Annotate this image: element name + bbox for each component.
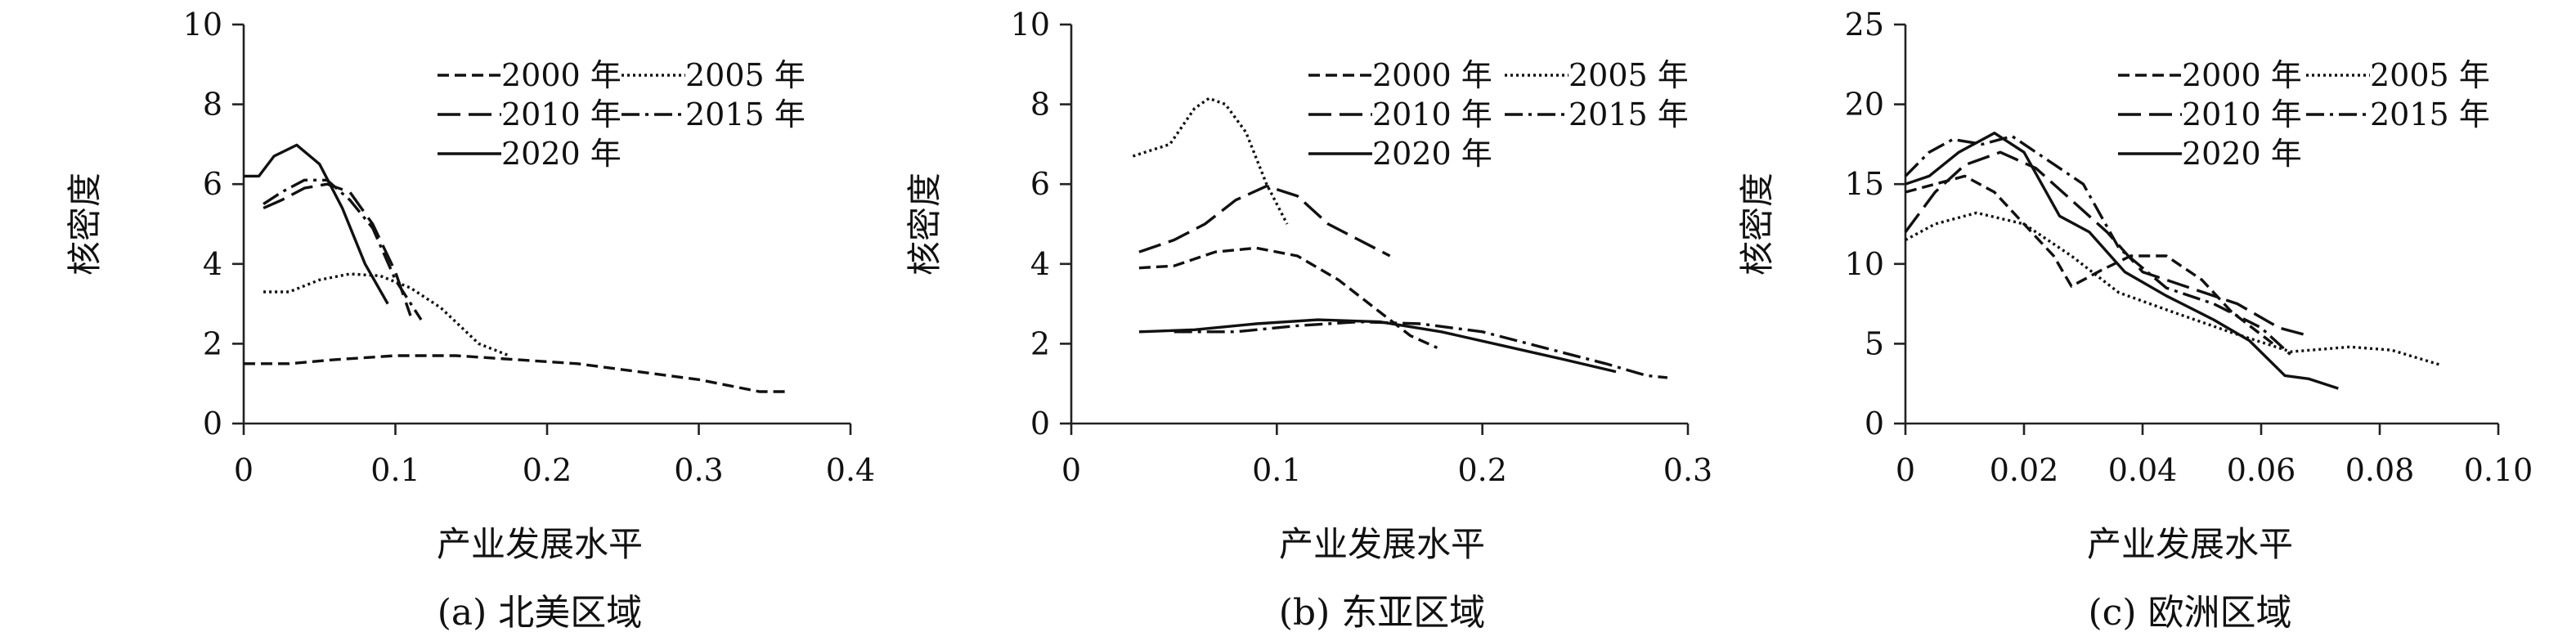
series-line-2020-年 — [1138, 318, 1617, 374]
x-tick-label: 0 — [234, 452, 254, 488]
legend-label: 2010 年 — [1372, 96, 1492, 132]
legend-label: 2000 年 — [2182, 57, 2302, 93]
series-line-2005-年 — [263, 272, 510, 357]
panel-caption: (c) 欧洲区域 — [2089, 592, 2292, 634]
x-tick-label: 0.2 — [1457, 452, 1506, 488]
panel-caption: (a) 北美区域 — [438, 592, 643, 634]
y-tick-label: 5 — [1865, 325, 1884, 361]
series-line-2000-年 — [1138, 246, 1438, 349]
legend-label: 2015 年 — [2370, 96, 2490, 132]
legend-label: 2020 年 — [2182, 136, 2302, 172]
legend-label: 2000 年 — [501, 57, 622, 93]
y-tick-label: 8 — [1030, 87, 1050, 123]
x-tick-label: 0.4 — [826, 452, 875, 488]
x-tick-label: 0.06 — [2227, 452, 2296, 488]
x-tick-label: 0.1 — [370, 452, 420, 488]
y-tick-label: 10 — [1011, 7, 1050, 43]
series-line-2010-年 — [1904, 150, 2309, 338]
legend-label: 2010 年 — [501, 96, 622, 132]
x-tick-label: 0.2 — [523, 452, 572, 488]
y-tick-label: 20 — [1845, 87, 1884, 123]
y-tick-label: 6 — [1030, 166, 1050, 202]
x-tick-label: 0.3 — [1663, 452, 1712, 488]
legend-label: 2020 年 — [501, 136, 622, 172]
y-tick-label: 0 — [1030, 406, 1050, 442]
y-tick-label: 15 — [1845, 166, 1884, 202]
legend-label: 2000 年 — [1372, 57, 1492, 93]
x-tick-label: 0.08 — [2345, 452, 2415, 488]
y-tick-label: 2 — [1030, 325, 1050, 361]
x-tick-label: 0.02 — [1990, 452, 2059, 488]
panel-europe: 0 5 10 15 20 25 0 0.02 0.04 0.06 0.08 0.10 核密度产业发展水平… — [1737, 7, 2533, 634]
x-tick-label: 0 — [1896, 452, 1915, 488]
legend-label: 2015 年 — [685, 96, 806, 132]
series-line-2000-年 — [1905, 174, 2274, 345]
x-tick-label: 0.10 — [2464, 452, 2533, 488]
legend-label: 2005 年 — [1568, 57, 1689, 93]
y-tick-label: 0 — [203, 406, 222, 442]
legend-label: 2005 年 — [685, 57, 806, 93]
y-axis-title: 核密度 — [904, 173, 945, 276]
x-tick-label: 0.1 — [1252, 452, 1301, 488]
y-tick-label: 10 — [183, 7, 222, 43]
legend-label: 2015 年 — [1568, 96, 1689, 132]
y-tick-label: 4 — [203, 246, 222, 282]
panel-caption: (b) 东亚区域 — [1279, 592, 1485, 634]
x-axis-title: 产业发展水平 — [2087, 524, 2293, 564]
series-line-2010-年 — [263, 182, 412, 316]
x-tick-label: 0.04 — [2108, 452, 2178, 488]
y-tick-label: 2 — [203, 325, 222, 361]
series-line-2020-年 — [244, 143, 389, 305]
series-line-2015-年 — [1174, 320, 1668, 379]
y-axis-title: 核密度 — [65, 173, 105, 276]
y-tick-label: 8 — [203, 87, 222, 123]
y-tick-label: 6 — [203, 166, 222, 202]
legend-label: 2020 年 — [1372, 136, 1492, 172]
series-line-2015-年 — [1904, 134, 2292, 356]
series-line-2000-年 — [244, 354, 790, 393]
series-line-2015-年 — [263, 178, 423, 321]
series-line-2020-年 — [1905, 131, 2339, 390]
x-tick-label: 0 — [1061, 452, 1081, 488]
y-tick-label: 4 — [1030, 246, 1050, 282]
y-tick-label: 0 — [1865, 406, 1884, 442]
x-axis-title: 产业发展水平 — [437, 524, 643, 564]
series-line-2005-年 — [1132, 96, 1289, 225]
y-axis-title: 核密度 — [1737, 173, 1777, 276]
series-line-2005-年 — [1905, 211, 2439, 366]
series-line-2010-年 — [1138, 184, 1391, 258]
x-tick-label: 0.3 — [674, 452, 723, 488]
y-tick-label: 25 — [1845, 7, 1884, 43]
y-tick-label: 10 — [1845, 246, 1884, 282]
x-axis-title: 产业发展水平 — [1279, 524, 1485, 564]
legend-label: 2010 年 — [2182, 96, 2302, 132]
legend-label: 2005 年 — [2370, 57, 2490, 93]
